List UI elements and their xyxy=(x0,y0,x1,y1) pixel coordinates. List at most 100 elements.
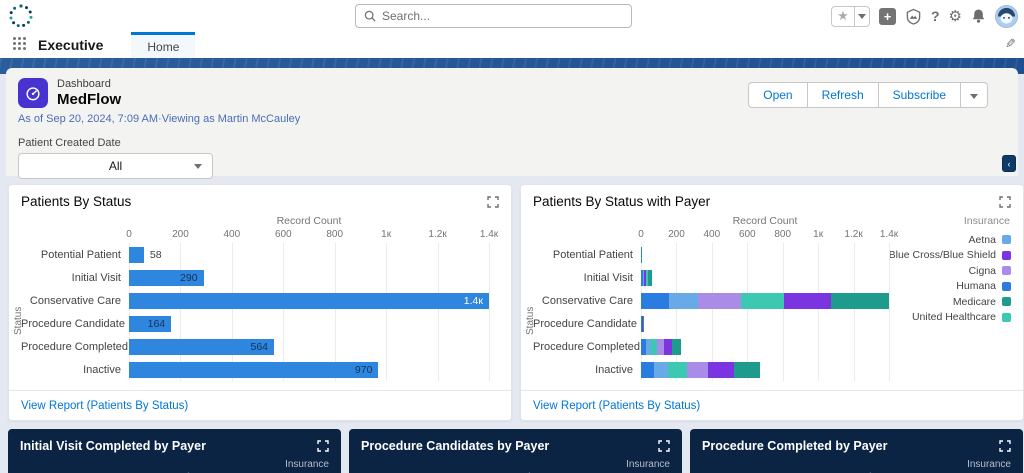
bar[interactable]: 58 xyxy=(129,246,162,263)
bar-segment[interactable] xyxy=(644,269,647,286)
bar-segment[interactable] xyxy=(641,315,642,332)
expand-icon[interactable] xyxy=(999,195,1011,208)
procedure-candidates-by-payer-card: Procedure Candidates by Payer Insurance … xyxy=(349,429,682,473)
x-axis-ticks: 0 200 400 600 800 1к 1.2к 1.4к xyxy=(126,229,498,243)
bar-segment[interactable] xyxy=(642,315,644,332)
bar-row: Conservative Care xyxy=(542,289,889,312)
favorites-star-icon[interactable]: ★ xyxy=(830,5,855,27)
bar-segment[interactable] xyxy=(641,315,643,332)
bar-segment[interactable] xyxy=(647,269,652,286)
bar-segment[interactable] xyxy=(656,338,664,355)
gridline xyxy=(711,243,713,381)
gridline xyxy=(818,243,820,381)
bar-segment[interactable] xyxy=(643,315,645,332)
bar-segment[interactable] xyxy=(642,269,644,286)
bar-segment[interactable] xyxy=(708,361,735,378)
bar-segment[interactable] xyxy=(646,269,648,286)
bar-segment[interactable] xyxy=(668,361,688,378)
bar-row: Procedure Candidate xyxy=(533,312,889,335)
legend-title: Insurance xyxy=(285,459,329,470)
legend-item[interactable]: Humana xyxy=(899,279,1011,295)
category-label: Potential Patient xyxy=(552,248,633,261)
subscribe-button[interactable]: Subscribe xyxy=(878,82,961,108)
date-filter-select[interactable]: All xyxy=(18,153,213,179)
bar-segment[interactable] xyxy=(741,292,784,309)
x-tick-label: 1к xyxy=(813,229,824,240)
bar[interactable]: 564 xyxy=(129,338,275,355)
legend-item[interactable]: Aetna xyxy=(899,232,1011,248)
notifications-bell-icon[interactable] xyxy=(971,8,986,24)
bar-segment[interactable] xyxy=(651,338,657,355)
view-report-link[interactable]: View Report (Patients By Status) xyxy=(21,399,189,412)
bar-segment[interactable] xyxy=(641,361,654,378)
bar-segment[interactable] xyxy=(643,269,645,286)
bar-segment[interactable] xyxy=(687,361,709,378)
bar[interactable]: 970 xyxy=(129,361,379,378)
bar-segment[interactable] xyxy=(663,338,672,355)
view-report-link[interactable]: View Report (Patients By Status) xyxy=(533,399,701,412)
patients-by-status-with-payer-card: Patients By Status with Payer Record Cou… xyxy=(520,184,1024,421)
help-icon[interactable]: ? xyxy=(930,8,940,24)
dashboard-actions: Open Refresh Subscribe xyxy=(748,82,988,108)
bar[interactable]: 290 xyxy=(129,269,204,286)
bar[interactable]: 164 xyxy=(129,315,172,332)
global-actions-plus-icon[interactable]: + xyxy=(878,7,896,25)
category-label: Conservative Care xyxy=(29,294,121,307)
legend-title: Insurance xyxy=(967,459,1011,470)
gridline xyxy=(180,243,182,381)
bar-segment[interactable] xyxy=(734,361,760,378)
legend-item[interactable]: Cigna xyxy=(899,263,1011,279)
category-label: Procedure Completed xyxy=(533,340,641,353)
expand-icon[interactable] xyxy=(999,440,1011,452)
side-panel-toggle-button[interactable]: ‹ xyxy=(1002,155,1016,172)
category-label: Inactive xyxy=(595,363,633,376)
x-tick-label: 400 xyxy=(703,229,721,240)
favorites-dropdown-button[interactable] xyxy=(854,5,870,27)
x-tick-label: 1.4к xyxy=(479,229,499,240)
setup-gear-icon[interactable]: ⚙ xyxy=(948,8,962,25)
edit-nav-pencil-icon[interactable]: ✎ xyxy=(1005,36,1016,51)
expand-icon[interactable] xyxy=(658,440,670,452)
legend-swatch xyxy=(1002,250,1011,260)
bar-segment[interactable] xyxy=(641,338,647,355)
gridline xyxy=(129,243,130,381)
global-search[interactable] xyxy=(355,4,632,28)
bar-segment[interactable] xyxy=(653,361,669,378)
gridline xyxy=(676,243,678,381)
refresh-button[interactable]: Refresh xyxy=(807,82,879,108)
bar-segment[interactable] xyxy=(697,292,742,309)
expand-icon[interactable] xyxy=(487,195,499,208)
bar-segment[interactable] xyxy=(671,338,682,355)
legend-item[interactable]: Blue Cross/Blue Shield xyxy=(889,248,1011,264)
entity-type-label: Dashboard xyxy=(57,78,111,90)
bar-segment[interactable] xyxy=(669,292,698,309)
y-axis-title: Status xyxy=(13,306,24,335)
x-tick-label: 200 xyxy=(668,229,685,240)
legend-label: Cigna xyxy=(968,264,996,277)
app-launcher-icon[interactable] xyxy=(13,37,28,52)
bar-row: Initial Visit 290 xyxy=(72,266,489,289)
bar-segment[interactable] xyxy=(783,292,832,309)
legend-swatch xyxy=(1002,235,1011,245)
legend-item[interactable]: United Healthcare xyxy=(899,310,1011,326)
expand-icon[interactable] xyxy=(317,440,329,452)
more-actions-dropdown-button[interactable] xyxy=(961,82,988,108)
bar-segment[interactable] xyxy=(641,269,643,286)
gridline xyxy=(853,243,855,381)
x-tick-label: 1к xyxy=(381,229,392,240)
trailhead-icon[interactable] xyxy=(905,8,922,25)
user-avatar[interactable] xyxy=(995,4,1018,28)
x-tick-label: 200 xyxy=(172,229,189,240)
open-button[interactable]: Open xyxy=(748,82,808,108)
bar-segment[interactable] xyxy=(831,292,889,309)
bar-segment[interactable] xyxy=(646,338,652,355)
app-nav-bar: Executive Home ✎ xyxy=(0,32,1024,58)
category-label: Initial Visit xyxy=(583,271,633,284)
bar-value-label: 58 xyxy=(149,248,162,261)
search-input[interactable] xyxy=(382,9,623,23)
legend-item[interactable]: Medicare xyxy=(899,294,1011,310)
bar-segment[interactable] xyxy=(641,292,670,309)
category-label: Inactive xyxy=(83,363,121,376)
bar[interactable]: 1.4к xyxy=(129,292,489,309)
tab-home[interactable]: Home xyxy=(131,32,196,58)
